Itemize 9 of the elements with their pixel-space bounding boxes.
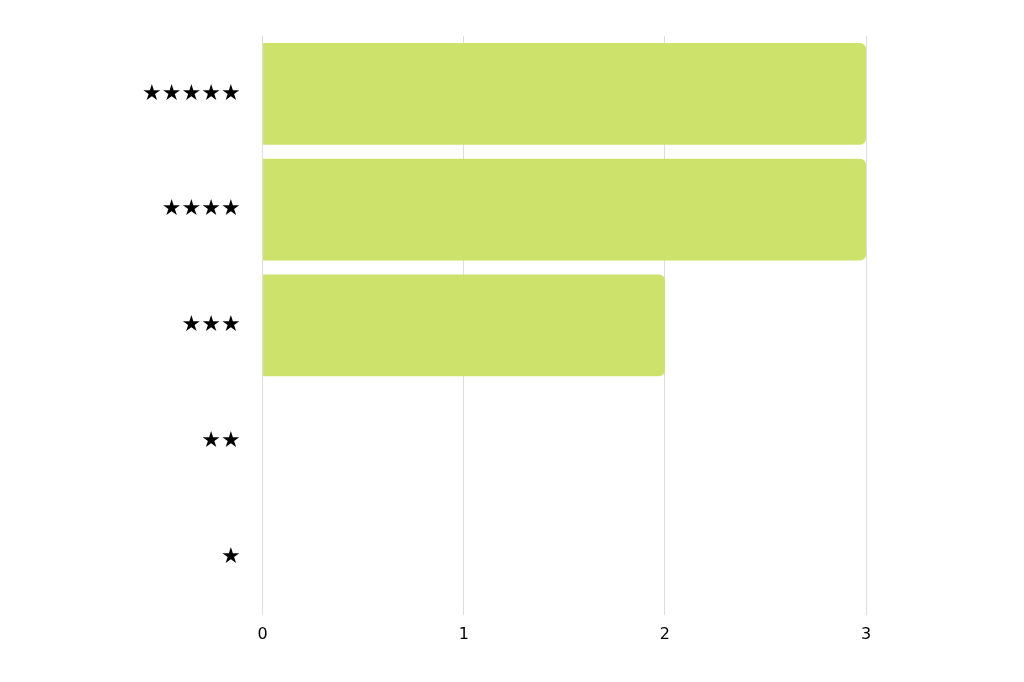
x-tick-label: 3	[860, 623, 872, 643]
y-tick-label: ★★★★★	[141, 79, 241, 105]
y-tick-label: ★★★	[181, 311, 241, 337]
y-tick-label: ★★★★	[161, 195, 241, 221]
x-tick-label: 2	[659, 623, 670, 643]
y-tick-label: ★	[220, 542, 241, 568]
x-tick-label: 1	[458, 623, 469, 643]
x-tick-label: 0	[257, 623, 268, 643]
y-tick-label: ★★	[201, 426, 241, 452]
